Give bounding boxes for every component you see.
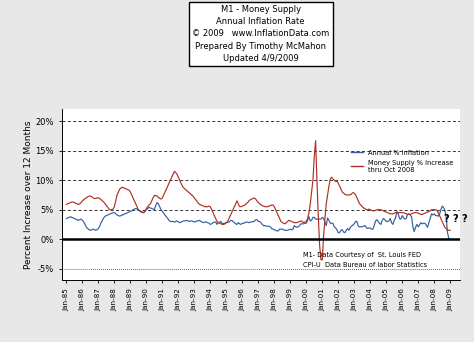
Text: M1 - Money Supply
Annual Inflation Rate
© 2009   www.InflationData.com
Prepared : M1 - Money Supply Annual Inflation Rate … <box>192 5 329 63</box>
Legend: Annual % Inflation, Money Supply % Increase
thru Oct 2008: Annual % Inflation, Money Supply % Incre… <box>348 147 456 175</box>
Y-axis label: Percent Increase over 12 Months: Percent Increase over 12 Months <box>24 121 33 269</box>
Text: M1- Data Courtesy of  St. Louis FED: M1- Data Courtesy of St. Louis FED <box>303 252 421 258</box>
Text: ? ? ?: ? ? ? <box>444 213 467 224</box>
Text: CPI-U  Data Bureau of labor Statistics: CPI-U Data Bureau of labor Statistics <box>303 262 427 267</box>
